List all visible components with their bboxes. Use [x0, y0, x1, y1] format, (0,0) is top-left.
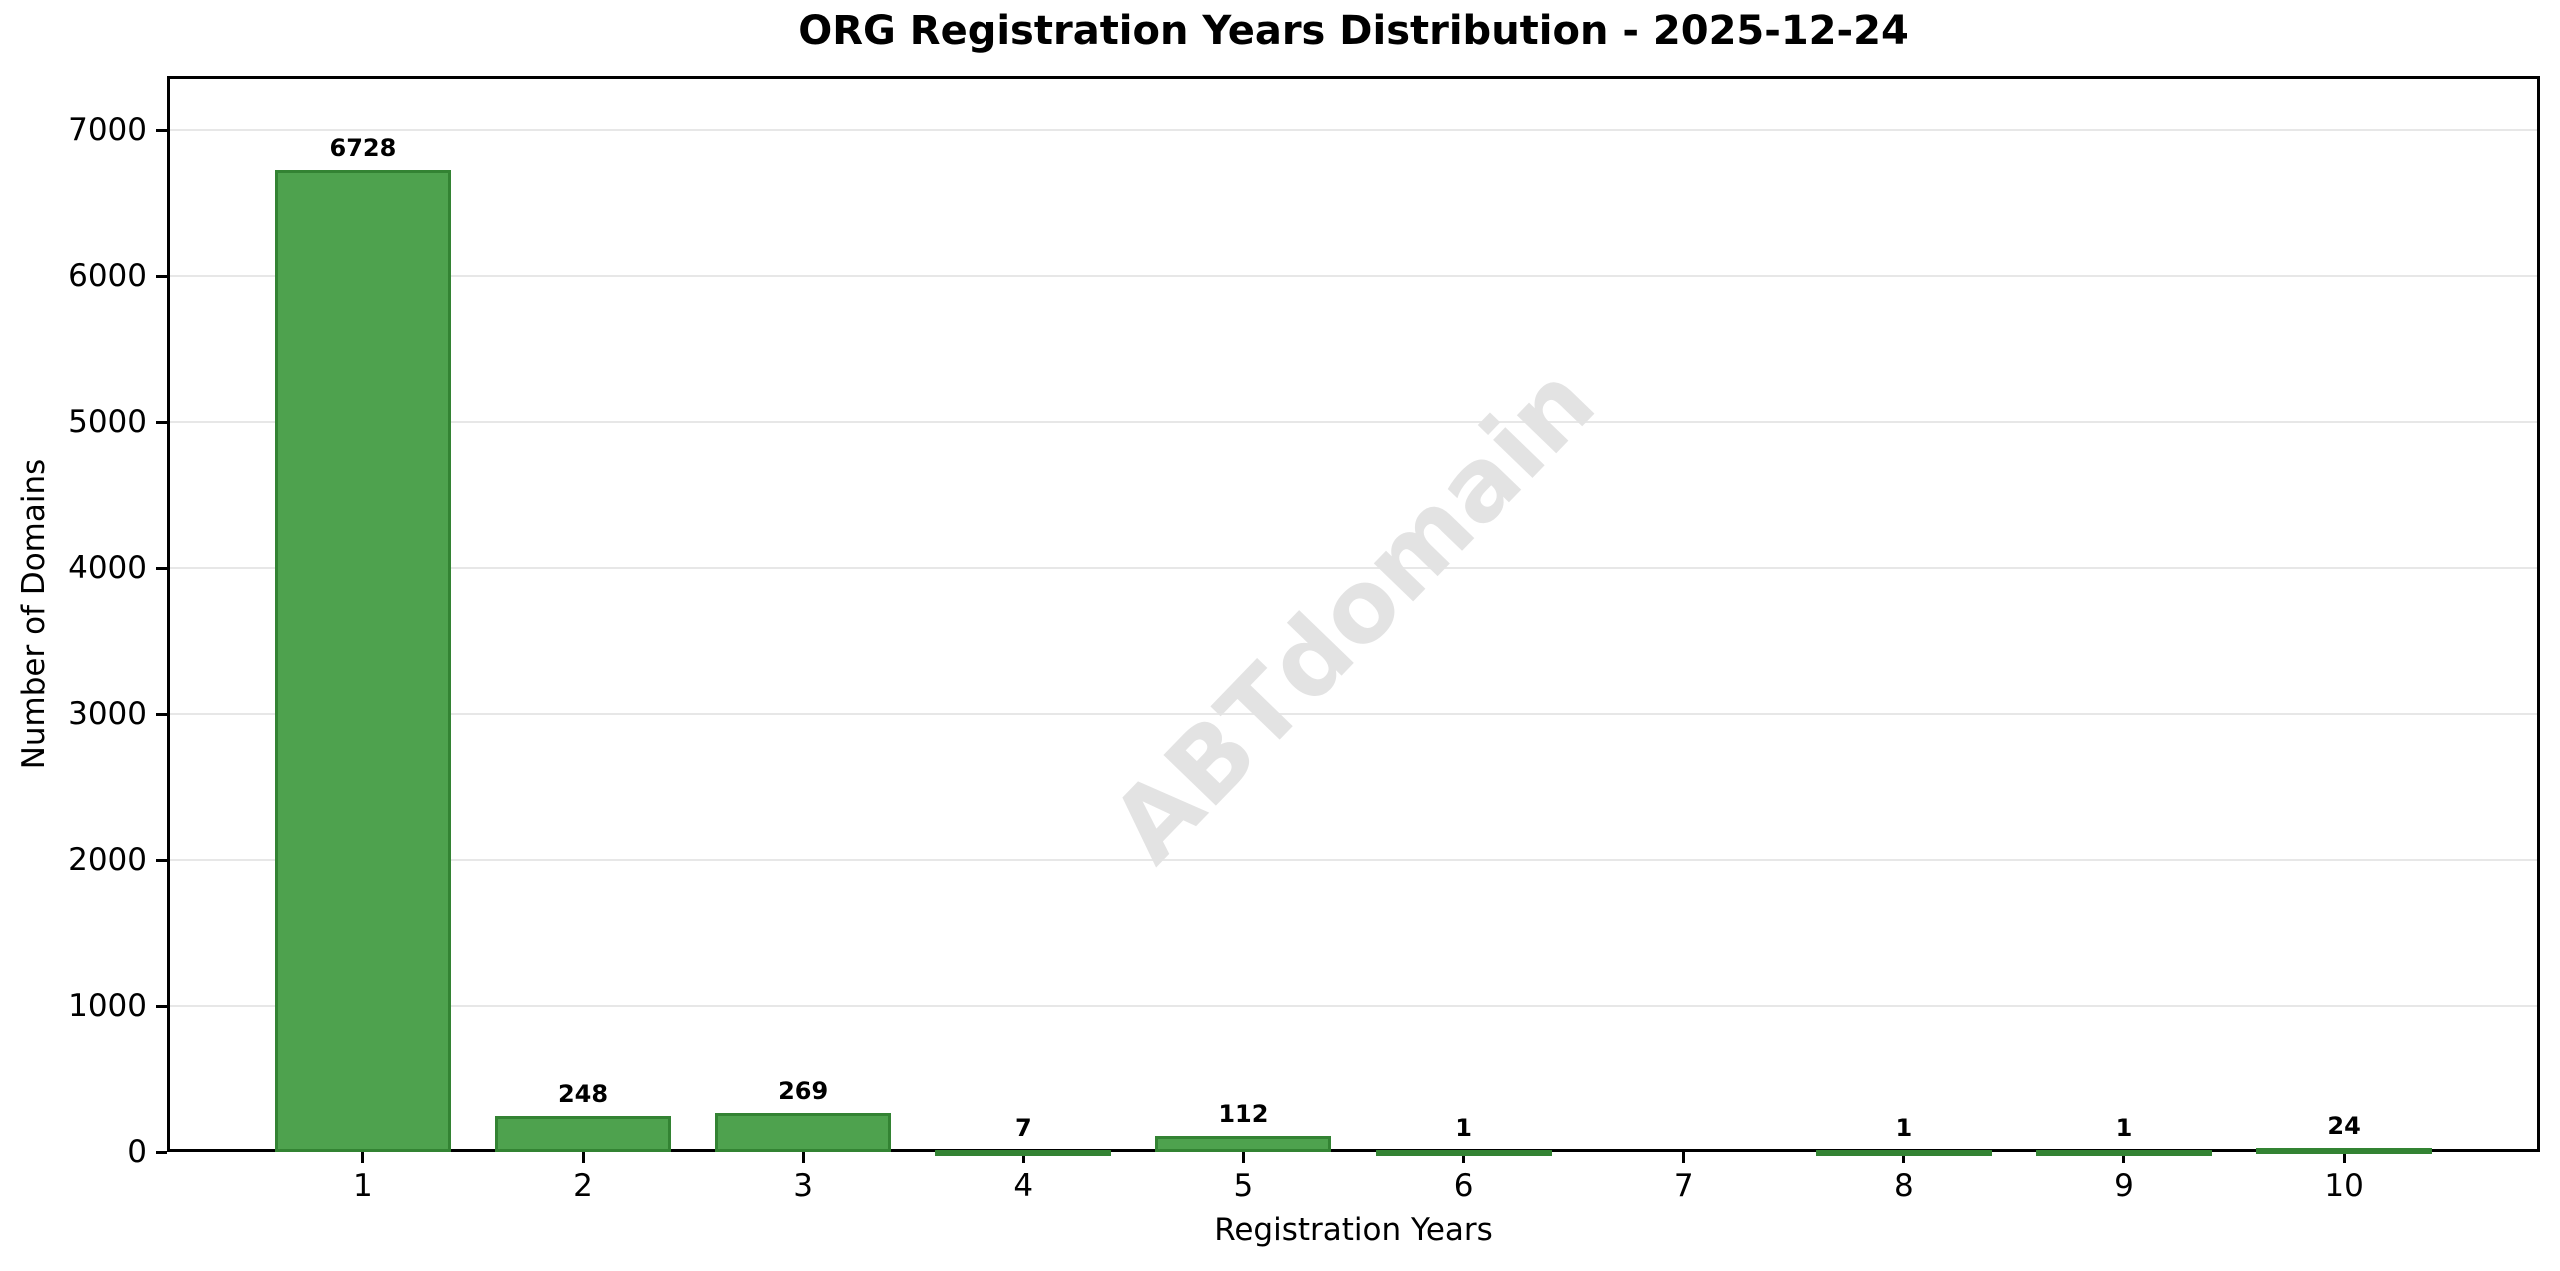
y-tick-label: 0: [127, 1134, 147, 1170]
bar: [935, 1149, 1112, 1156]
x-tick-mark: [801, 1152, 805, 1163]
bar: [494, 1115, 672, 1152]
bar-value-label: 1: [1455, 1113, 1472, 1142]
bar: [2256, 1148, 2433, 1155]
x-tick-mark: [1021, 1152, 1025, 1163]
x-tick-label: 2: [573, 1168, 593, 1204]
y-tick-mark: [156, 566, 167, 570]
plot-area: [167, 76, 2540, 1152]
x-tick-label: 5: [1233, 1168, 1254, 1204]
y-tick-mark: [156, 274, 167, 278]
bar-value-label: 112: [1218, 1099, 1269, 1128]
chart-title: ORG Registration Years Distribution - 20…: [798, 8, 1909, 54]
y-tick-mark: [156, 712, 167, 716]
y-tick-label: 1000: [68, 988, 147, 1024]
gridline: [170, 421, 2537, 423]
bar: [715, 1112, 892, 1152]
x-tick-label: 4: [1013, 1168, 1034, 1204]
gridline: [170, 713, 2537, 715]
x-tick-mark: [1241, 1152, 1245, 1163]
x-tick-label: 9: [2114, 1168, 2134, 1204]
x-tick-mark: [581, 1152, 585, 1163]
x-tick-mark: [2122, 1152, 2126, 1163]
bar-value-label: 1: [2115, 1113, 2133, 1142]
x-tick-mark: [1462, 1152, 1466, 1163]
y-tick-label: 6000: [68, 258, 147, 295]
y-tick-mark: [156, 1150, 167, 1154]
gridline: [170, 1005, 2537, 1007]
x-tick-mark: [361, 1152, 365, 1163]
x-tick-label: 1: [353, 1168, 373, 1204]
bar: [274, 169, 451, 1152]
bar-value-label: 269: [778, 1076, 829, 1105]
x-tick-mark: [1902, 1152, 1906, 1163]
x-tick-mark: [1682, 1152, 1686, 1163]
y-tick-label: 2000: [68, 842, 147, 878]
x-tick-label: 3: [793, 1168, 814, 1204]
bar: [1155, 1135, 1332, 1152]
bar-value-label: 248: [557, 1079, 609, 1108]
y-tick-label: 5000: [68, 404, 147, 440]
x-tick-mark: [2342, 1152, 2346, 1163]
y-tick-mark: [156, 128, 167, 132]
x-axis-label: Registration Years: [1214, 1212, 1493, 1248]
y-tick-label: 4000: [68, 550, 147, 586]
bar: [1815, 1149, 1992, 1156]
bar-value-label: 6728: [329, 133, 397, 162]
y-tick-mark: [156, 858, 167, 862]
x-tick-label: 10: [2324, 1168, 2364, 1204]
bar-value-label: 7: [1014, 1113, 1032, 1142]
bar-value-label: 1: [1895, 1113, 1913, 1142]
bar: [1375, 1149, 1552, 1156]
x-tick-label: 8: [1893, 1168, 1914, 1204]
x-tick-label: 6: [1453, 1168, 1474, 1204]
gridline: [170, 567, 2537, 569]
y-tick-label: 3000: [68, 696, 147, 732]
bar: [2035, 1149, 2212, 1156]
gridline: [170, 275, 2537, 278]
bar-value-label: 24: [2327, 1112, 2361, 1141]
x-tick-label: 7: [1673, 1168, 1694, 1204]
gridline: [170, 859, 2537, 861]
y-tick-mark: [156, 1004, 167, 1008]
gridline: [170, 129, 2537, 132]
y-tick-mark: [156, 420, 167, 424]
y-tick-label: 7000: [68, 112, 147, 149]
